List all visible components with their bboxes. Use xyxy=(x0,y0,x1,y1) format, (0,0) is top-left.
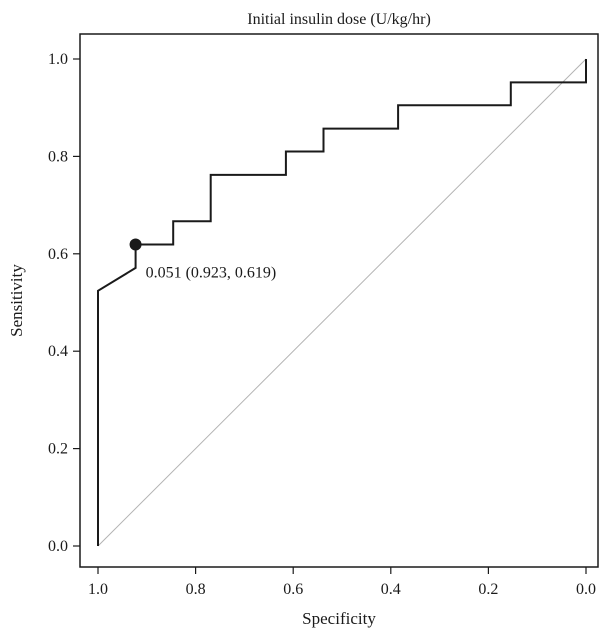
y-axis-title: Sensitivity xyxy=(7,264,26,337)
reference-diagonal-line xyxy=(97,58,587,547)
plot-frame xyxy=(79,33,599,568)
y-tick-label: 0.2 xyxy=(48,441,68,458)
x-tick-label: 1.0 xyxy=(88,581,108,598)
annotations: 0.051 (0.923, 0.619) xyxy=(129,238,277,282)
cutoff-annotation-label: 0.051 (0.923, 0.619) xyxy=(146,265,277,282)
x-tick-label: 0.4 xyxy=(381,581,401,598)
x-tick-label: 0.8 xyxy=(186,581,206,598)
x-tick-label: 0.0 xyxy=(576,581,596,598)
x-axis-title: Specificity xyxy=(302,609,376,628)
y-tick-label: 1.0 xyxy=(48,51,68,68)
x-axis: 1.0 0.8 0.6 0.4 0.2 0.0 xyxy=(88,567,596,598)
chart-title: Initial insulin dose (U/kg/hr) xyxy=(247,11,431,28)
y-tick-label: 0.6 xyxy=(48,246,68,263)
y-tick-label: 0.8 xyxy=(48,148,68,165)
x-tick-label: 0.2 xyxy=(478,581,498,598)
x-tick-label: 0.6 xyxy=(283,581,303,598)
y-tick-label: 0.0 xyxy=(48,538,68,555)
y-tick-label: 0.4 xyxy=(48,343,68,360)
y-axis: 0.0 0.2 0.4 0.6 0.8 1.0 xyxy=(48,51,80,555)
optimal-cutoff-point xyxy=(129,238,142,251)
